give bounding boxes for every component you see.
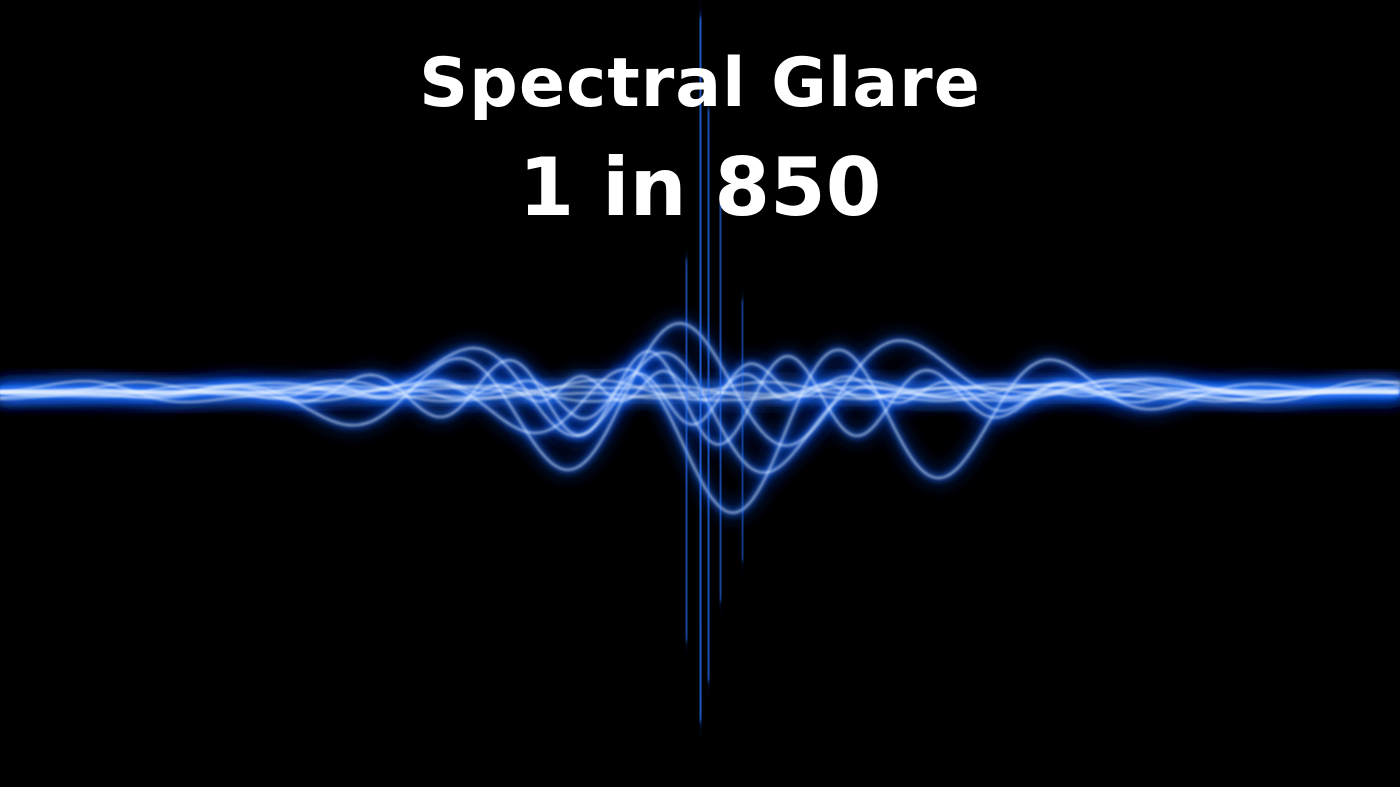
spike-core-1 xyxy=(707,109,710,681)
wave-core-5 xyxy=(0,370,1399,402)
odds-text: 1 in 850 xyxy=(518,141,882,234)
waveform-core-layer xyxy=(0,17,1400,721)
spike-core-4 xyxy=(741,299,744,561)
spike-core-0 xyxy=(699,17,702,721)
page-title: Spectral Glare xyxy=(419,44,981,123)
wave-core-3 xyxy=(0,350,1399,446)
spike-core-2 xyxy=(685,259,688,641)
spike-core-3 xyxy=(719,199,722,601)
